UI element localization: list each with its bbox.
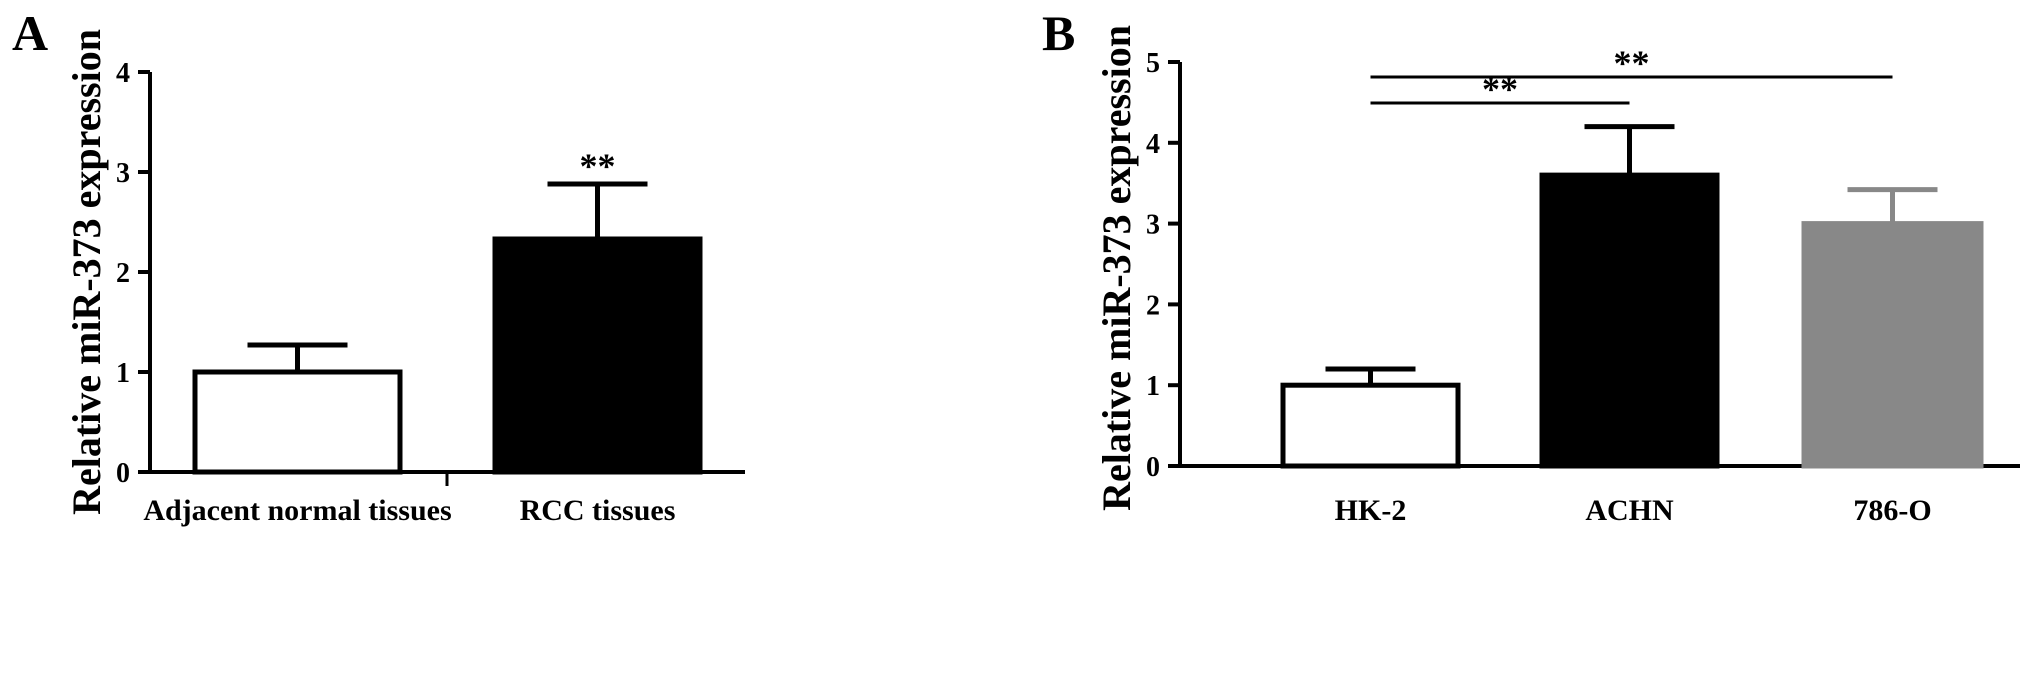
panel-a-bars (192, 236, 703, 475)
panel-a-error-bars (247, 181, 648, 372)
panel-b-y-ticks: 0 1 2 3 4 5 (1146, 48, 1180, 483)
y-tick-label: 2 (1146, 290, 1160, 321)
bar-rcc-tissues (492, 236, 703, 475)
category-label-adjacent-normal-tissues: Adjacent normal tissues (143, 494, 451, 527)
y-tick-label: 5 (1146, 48, 1160, 79)
y-tick-label: 0 (1146, 452, 1160, 483)
significance-mark: ** (580, 146, 616, 186)
panel-b-error-bars (1325, 124, 1938, 386)
bar-hk-2 (1280, 382, 1461, 469)
bar-adjacent-normal-tissues (192, 369, 403, 475)
y-tick-label: 1 (1146, 371, 1160, 402)
bar-786-o (1801, 221, 1984, 469)
panel-a-letter: A (12, 5, 48, 61)
significance-mark: ** (1482, 69, 1518, 109)
category-label-rcc-tissues: RCC tissues (520, 494, 676, 527)
panel-b-category-labels: HK-2 ACHN 786-O (1335, 494, 1932, 527)
panel-b-y-axis-label: Relative miR-373 expression (1094, 25, 1139, 511)
y-tick-label: 3 (1146, 210, 1160, 241)
significance-mark: ** (1614, 43, 1650, 83)
panel-b: B Relative miR-373 expression 0 1 2 3 4 5 HK-… (1042, 5, 2020, 527)
y-tick-label: 3 (116, 158, 130, 189)
y-tick-label: 1 (116, 358, 130, 389)
panel-a-significance: ** (580, 146, 616, 186)
category-label-achn: ACHN (1585, 494, 1674, 527)
panel-a-category-labels: Adjacent normal tissues RCC tissues (143, 494, 675, 527)
category-label-786-o: 786-O (1853, 494, 1931, 527)
panel-b-significance: ** ** (1370, 43, 1893, 109)
y-tick-label: 2 (116, 258, 130, 289)
y-tick-label: 4 (1146, 129, 1160, 160)
panel-a-y-axis-label: Relative miR-373 expression (64, 29, 109, 515)
panel-b-bars (1280, 172, 1984, 469)
panel-a-y-ticks: 0 1 2 3 4 (116, 58, 150, 489)
y-tick-label: 0 (116, 458, 130, 489)
bar-achn (1539, 172, 1720, 469)
category-label-hk-2: HK-2 (1335, 494, 1407, 527)
panel-b-letter: B (1042, 5, 1075, 61)
y-tick-label: 4 (116, 58, 130, 89)
panel-a: A Relative miR-373 expression 0 1 2 3 4 Adja… (12, 5, 745, 527)
